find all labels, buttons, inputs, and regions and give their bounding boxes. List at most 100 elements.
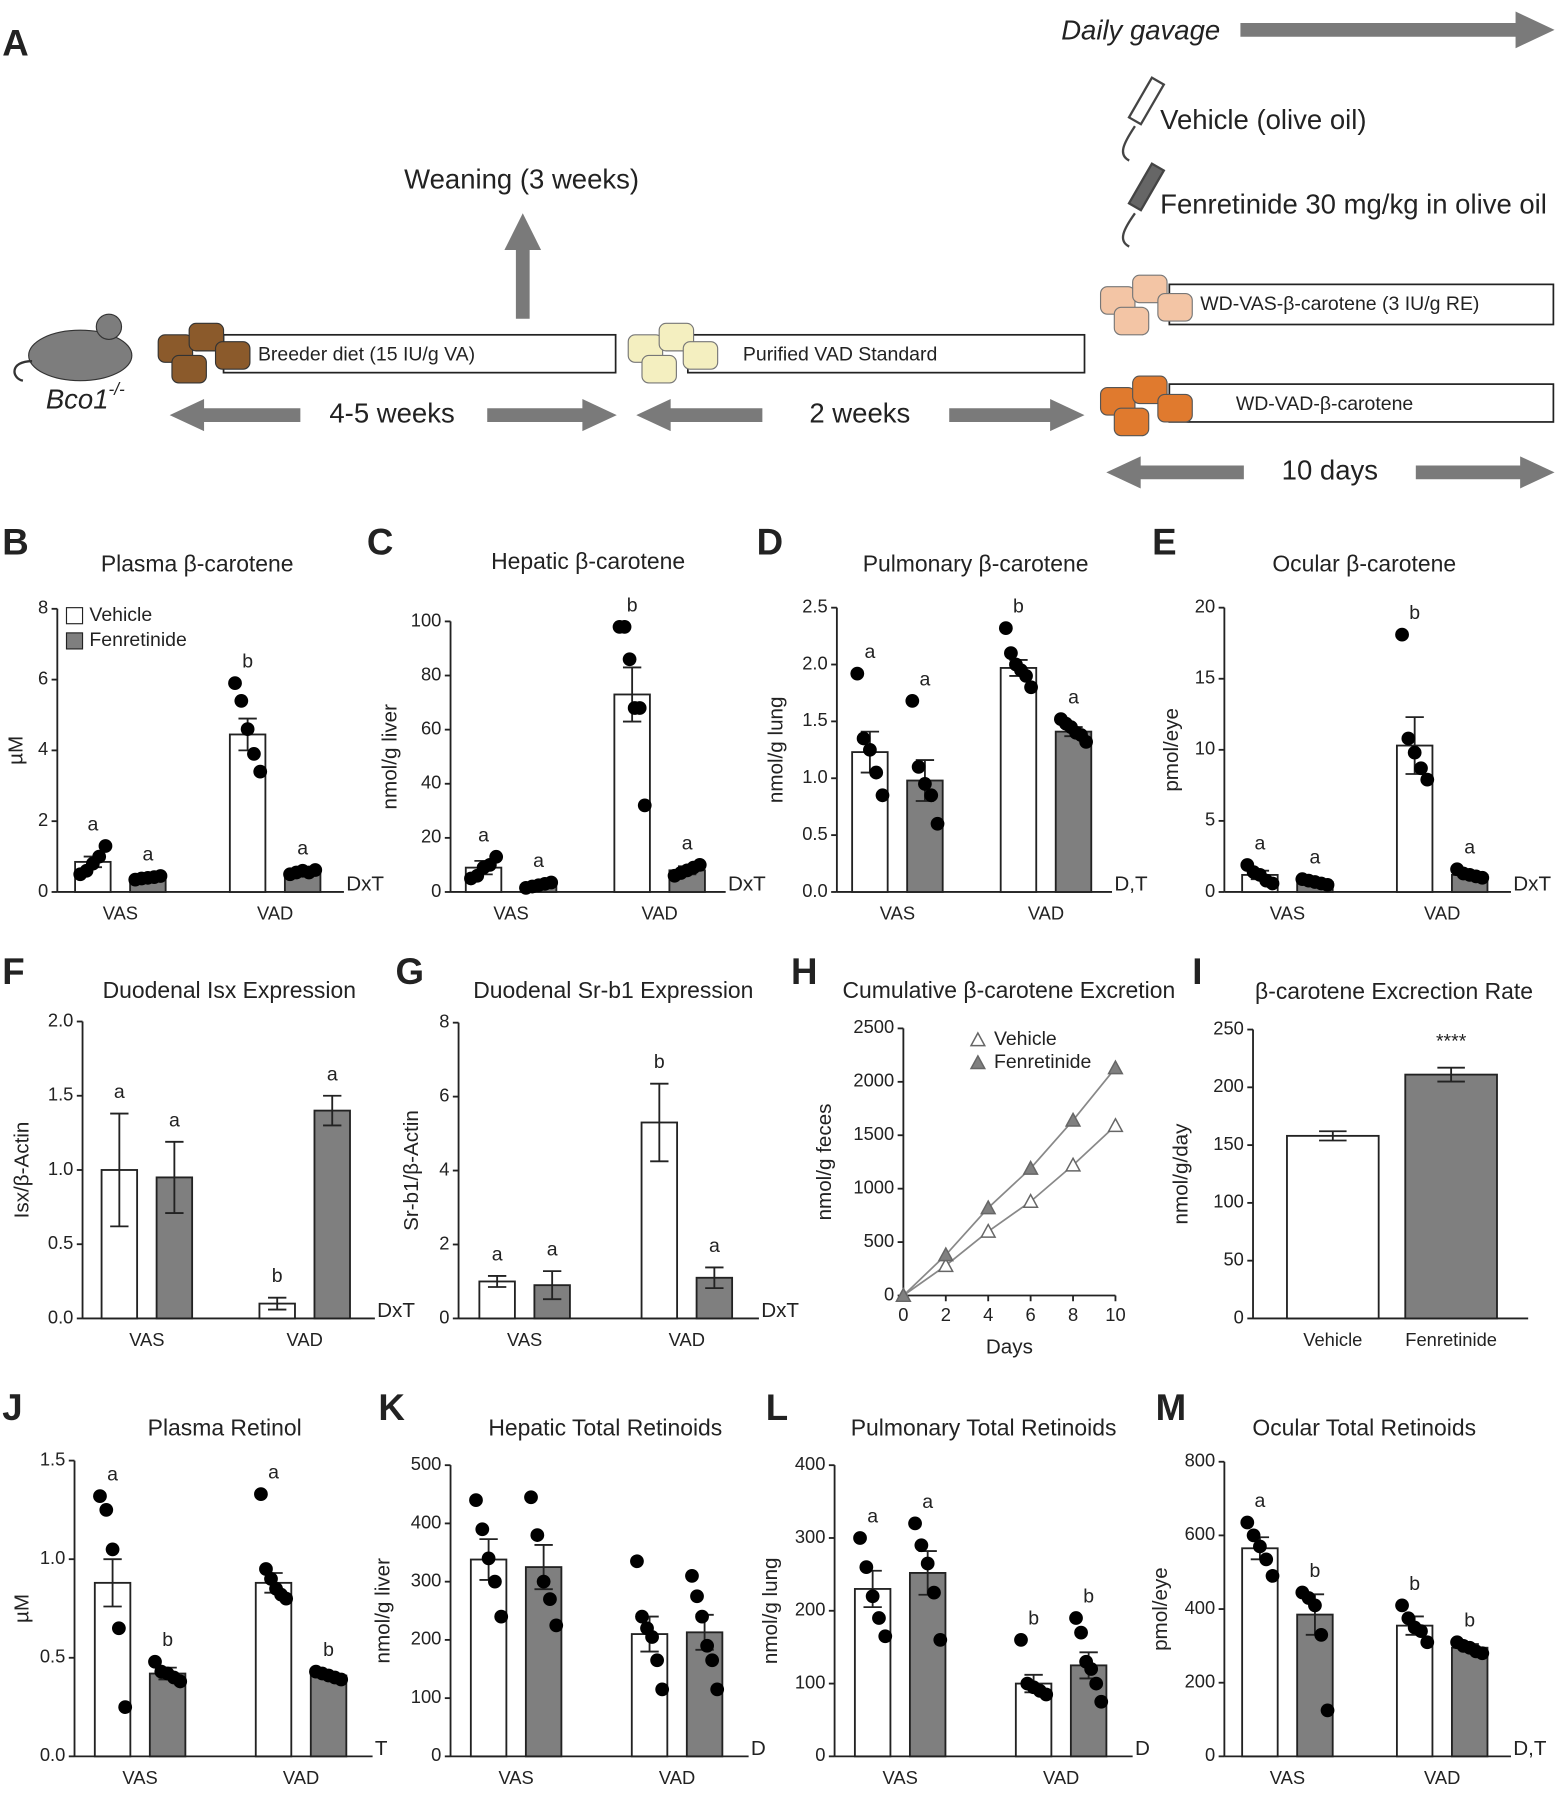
data-point <box>980 1222 997 1238</box>
significance-letter: a <box>864 641 875 663</box>
y-tick-label: 1.0 <box>40 1547 65 1568</box>
error-bar <box>1437 1066 1465 1083</box>
data-point <box>865 1589 880 1604</box>
legend-swatch <box>65 607 84 625</box>
x-tick-label: VAS <box>880 903 915 924</box>
bar <box>1241 1547 1279 1758</box>
y-tick-label: 1500 <box>853 1123 894 1144</box>
data-point <box>93 1489 107 1503</box>
syringe <box>1121 76 1166 162</box>
data-point <box>1084 1662 1099 1676</box>
y-tick-label: 10 <box>1195 738 1215 759</box>
y-tick-label: 1.5 <box>48 1084 73 1105</box>
data-point <box>1395 627 1409 642</box>
y-tick-label: 2.0 <box>802 652 827 673</box>
data-point <box>494 1609 509 1624</box>
y-tick-label: 150 <box>1213 1133 1244 1154</box>
data-point <box>98 839 113 853</box>
bar <box>1451 1646 1489 1758</box>
pellets <box>1099 375 1193 437</box>
data-point <box>1004 646 1018 661</box>
stat-label: D,T <box>1513 1737 1547 1760</box>
data-point <box>705 1653 720 1668</box>
chart-title: Duodenal Sr-b1 Expression <box>473 977 753 1003</box>
x-tick-label: VAS <box>493 903 528 924</box>
chart-title: Ocular Total Retinoids <box>1252 1415 1476 1441</box>
data-point <box>1265 876 1280 891</box>
y-tick-label: 40 <box>421 772 441 793</box>
x-tick-label: Fenretinide <box>1405 1329 1497 1350</box>
bar <box>853 1588 892 1758</box>
data-point <box>878 1629 893 1644</box>
legend-swatch <box>65 632 84 650</box>
data-point <box>105 1542 120 1557</box>
data-point <box>1314 1627 1329 1642</box>
data-point <box>475 1522 490 1537</box>
y-tick-label: 600 <box>1185 1523 1216 1544</box>
data-point <box>908 1516 922 1531</box>
data-point <box>488 1574 502 1589</box>
data-point <box>1407 745 1422 760</box>
data-point <box>637 798 652 813</box>
significance-letter: a <box>867 1505 878 1527</box>
diet-label: WD-VAS-β-carotene (3 IU/g RE) <box>1200 293 1479 315</box>
mouse <box>13 313 133 382</box>
significance-letter: a <box>169 1109 180 1131</box>
bar <box>228 733 267 893</box>
data-point <box>544 875 559 890</box>
y-tick-label: 20 <box>421 826 441 847</box>
panel-letter: C <box>367 521 393 562</box>
y-tick-label: 100 <box>1213 1191 1244 1212</box>
data-point <box>92 849 107 864</box>
data-point <box>118 1700 133 1714</box>
x-tick-label: VAD <box>283 1767 319 1788</box>
y-tick-label: 400 <box>1185 1597 1216 1618</box>
data-point <box>1401 731 1416 746</box>
panel-letter: J <box>2 1387 22 1428</box>
y-axis-label: nmol/g lung <box>759 1557 782 1664</box>
data-point <box>700 1638 714 1653</box>
stat-label: D <box>1135 1737 1150 1760</box>
significance-letter: a <box>709 1235 720 1257</box>
data-point <box>1079 734 1093 749</box>
x-tick-label: VAD <box>1043 1767 1079 1788</box>
y-tick-label: 0 <box>439 1306 449 1327</box>
panel-letter: D <box>757 521 783 562</box>
bar <box>1054 730 1093 893</box>
panel-letter: H <box>791 951 817 992</box>
error-bar <box>268 1296 287 1311</box>
y-tick-label: 200 <box>795 1599 826 1620</box>
data-point <box>895 1287 912 1302</box>
data-point <box>1414 761 1428 776</box>
significance-letter: b <box>627 594 638 616</box>
data-point <box>622 652 637 667</box>
data-point <box>1246 1528 1261 1543</box>
y-tick-label: 0 <box>815 1744 825 1765</box>
panel-letter: F <box>2 951 24 992</box>
data-point <box>173 1674 188 1689</box>
data-point <box>247 747 261 761</box>
error-bar <box>1319 1130 1347 1142</box>
y-tick-label: 800 <box>1185 1450 1216 1471</box>
significance-letter: a <box>142 844 153 866</box>
data-point <box>1320 877 1335 892</box>
x-tick-label: VAD <box>257 903 293 924</box>
pellets <box>627 322 719 384</box>
data-point <box>1420 772 1435 787</box>
x-tick-label: VAS <box>122 1767 157 1788</box>
y-tick-label: 6 <box>439 1084 449 1105</box>
stat-label: DxT <box>728 873 766 896</box>
data-point <box>617 619 632 634</box>
data-point <box>869 765 884 780</box>
data-point <box>1475 870 1490 885</box>
y-tick-label: 300 <box>795 1526 826 1547</box>
y-tick-label: 0 <box>1234 1306 1244 1327</box>
significance-letter: a <box>920 668 931 690</box>
significance-letter: a <box>114 1081 125 1103</box>
x-tick-label: 10 <box>1105 1304 1125 1325</box>
series-line <box>902 1067 1117 1297</box>
data-point <box>253 764 268 779</box>
data-point <box>930 816 945 831</box>
bar <box>908 1572 947 1758</box>
